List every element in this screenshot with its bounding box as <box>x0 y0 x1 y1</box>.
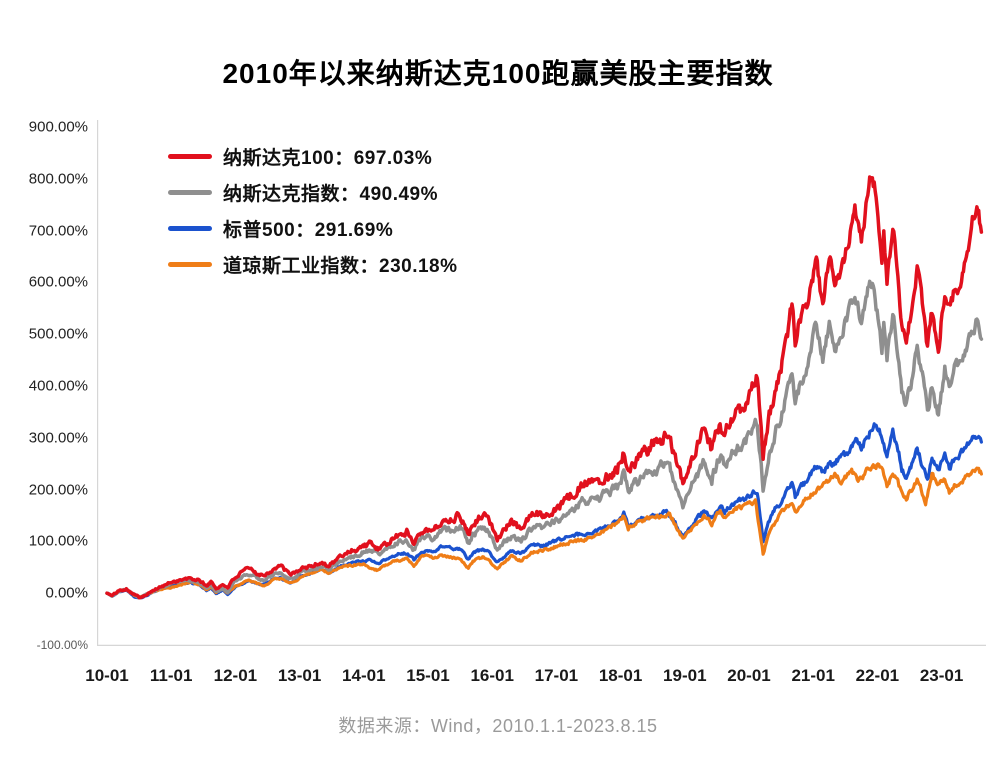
legend-item-nasdaq-composite: 纳斯达克指数：490.49% <box>168 182 458 205</box>
y-tick-label: 400.00% <box>28 377 88 395</box>
y-tick-label: 700.00% <box>28 222 88 240</box>
y-tick-label: 500.00% <box>28 325 88 343</box>
y-tick-label: 900.00% <box>28 118 88 136</box>
x-tick-label: 15-01 <box>406 666 450 685</box>
y-tick-label: 600.00% <box>28 273 88 291</box>
legend-label: 纳斯达克指数：490.49% <box>223 183 439 205</box>
x-tick-label: 22-01 <box>855 666 900 685</box>
legend-line-swatch-nasdaq-composite <box>168 189 212 195</box>
x-tick-label: 11-01 <box>149 666 193 685</box>
y-tick-label: 100.00% <box>28 532 88 550</box>
x-tick-label: 12-01 <box>213 666 258 685</box>
legend-line-swatch-nasdaq-100 <box>168 153 212 159</box>
series-line-nasdaq-composite <box>105 279 984 600</box>
legend-label: 道琼斯工业指数：230.18% <box>223 255 458 277</box>
x-tick-label: 20-01 <box>727 666 771 685</box>
x-tick-label: 17-01 <box>534 666 579 685</box>
x-tick-label: 19-01 <box>663 666 707 685</box>
x-tick-label: 10-01 <box>85 666 129 685</box>
legend-label: 标普500：291.69% <box>223 219 394 241</box>
legend-line-swatch-dow-jones-industrial <box>168 261 212 267</box>
y-tick-label: 800.00% <box>28 170 88 188</box>
series-line-dow-jones-industrial <box>105 462 983 600</box>
legend-item-dow-jones-industrial: 道琼斯工业指数：230.18% <box>168 254 458 277</box>
x-tick-label: 18-01 <box>598 666 643 685</box>
x-tick-label: 16-01 <box>470 666 514 685</box>
y-tick-label: 300.00% <box>28 429 88 447</box>
y-tick-label: 0.00% <box>45 584 88 602</box>
y-tick-label: -100.00% <box>36 638 88 652</box>
plot-area <box>97 120 986 647</box>
y-tick-label: 200.00% <box>28 481 88 499</box>
legend-item-nasdaq-100: 纳斯达克100：697.03% <box>168 146 458 169</box>
series-line-sp-500 <box>105 422 983 600</box>
chart-legend: 纳斯达克100：697.03% 纳斯达克指数：490.49% 标普500：291.6… <box>168 146 458 290</box>
x-tick-label: 23-01 <box>919 666 964 685</box>
x-tick-label: 13-01 <box>277 666 322 685</box>
x-tick-label: 21-01 <box>791 666 835 685</box>
legend-label: 纳斯达克100：697.03% <box>223 147 433 169</box>
x-tick-label: 14-01 <box>342 666 386 685</box>
legend-item-sp-500: 标普500：291.69% <box>168 218 458 241</box>
series-line-nasdaq-100 <box>105 175 984 600</box>
legend-line-swatch-sp-500 <box>168 225 212 231</box>
chart-title: 2010年以来纳斯达克100跑赢美股主要指数 <box>222 58 774 89</box>
data-source-note: 数据来源：Wind，2010.1.1-2023.8.15 <box>338 716 658 736</box>
